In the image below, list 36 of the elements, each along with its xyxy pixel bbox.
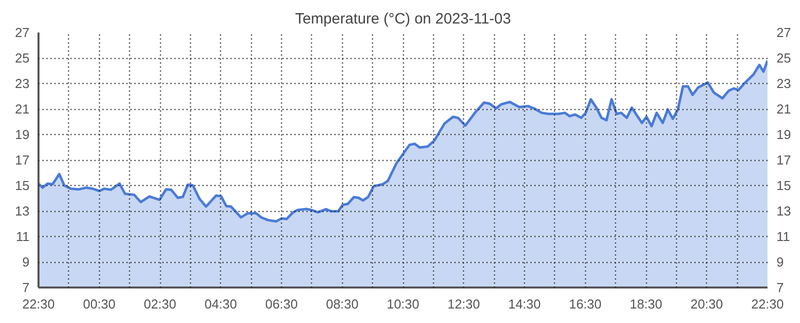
y-tick-label: 13 bbox=[15, 204, 30, 218]
x-tick-label: 14:30 bbox=[508, 296, 541, 312]
y2-tick-label: 15 bbox=[776, 178, 791, 193]
y-tick-label: 17 bbox=[15, 152, 30, 168]
y-tick-label: 23 bbox=[15, 76, 30, 91]
x-tick-label: 08:30 bbox=[326, 296, 359, 312]
y-tick-label: 27 bbox=[15, 25, 30, 40]
y-tick-label: 11 bbox=[16, 229, 30, 244]
y2-tick-label: 25 bbox=[776, 50, 791, 66]
y-tick-label: 25 bbox=[15, 50, 30, 66]
y2-tick-label: 27 bbox=[776, 25, 791, 40]
y-tick-label: 19 bbox=[15, 127, 30, 142]
x-tick-label: 22:30 bbox=[751, 296, 784, 312]
x-tick-label: 04:30 bbox=[204, 296, 238, 312]
x-tick-label: 16:30 bbox=[568, 296, 602, 312]
chart-title: Temperature (°C) on 2023-11-03 bbox=[295, 10, 511, 28]
y2-tick-label: 17 bbox=[776, 152, 791, 168]
y2-tick-label: 7 bbox=[776, 280, 784, 295]
x-tick-label: 20:30 bbox=[690, 296, 724, 312]
x-tick-label: 06:30 bbox=[265, 296, 298, 312]
x-tick-label: 02:30 bbox=[144, 296, 176, 312]
y2-tick-label: 11 bbox=[776, 229, 790, 244]
x-tick-label: 12:30 bbox=[447, 296, 480, 312]
y-tick-label: 21 bbox=[15, 102, 30, 116]
x-tick-label: 00:30 bbox=[82, 296, 116, 312]
y-tick-label: 15 bbox=[15, 178, 30, 193]
y2-tick-label: 13 bbox=[776, 204, 791, 218]
x-tick-label: 10:30 bbox=[386, 296, 420, 312]
x-tick-label: 22:30 bbox=[22, 296, 55, 312]
y-tick-label: 7 bbox=[22, 280, 30, 295]
x-tick-label: 18:30 bbox=[630, 296, 662, 312]
y2-tick-label: 9 bbox=[776, 254, 784, 270]
y2-tick-label: 23 bbox=[776, 76, 791, 91]
y2-tick-label: 19 bbox=[776, 127, 791, 142]
y2-tick-label: 21 bbox=[776, 102, 791, 116]
y-tick-label: 9 bbox=[22, 254, 30, 270]
